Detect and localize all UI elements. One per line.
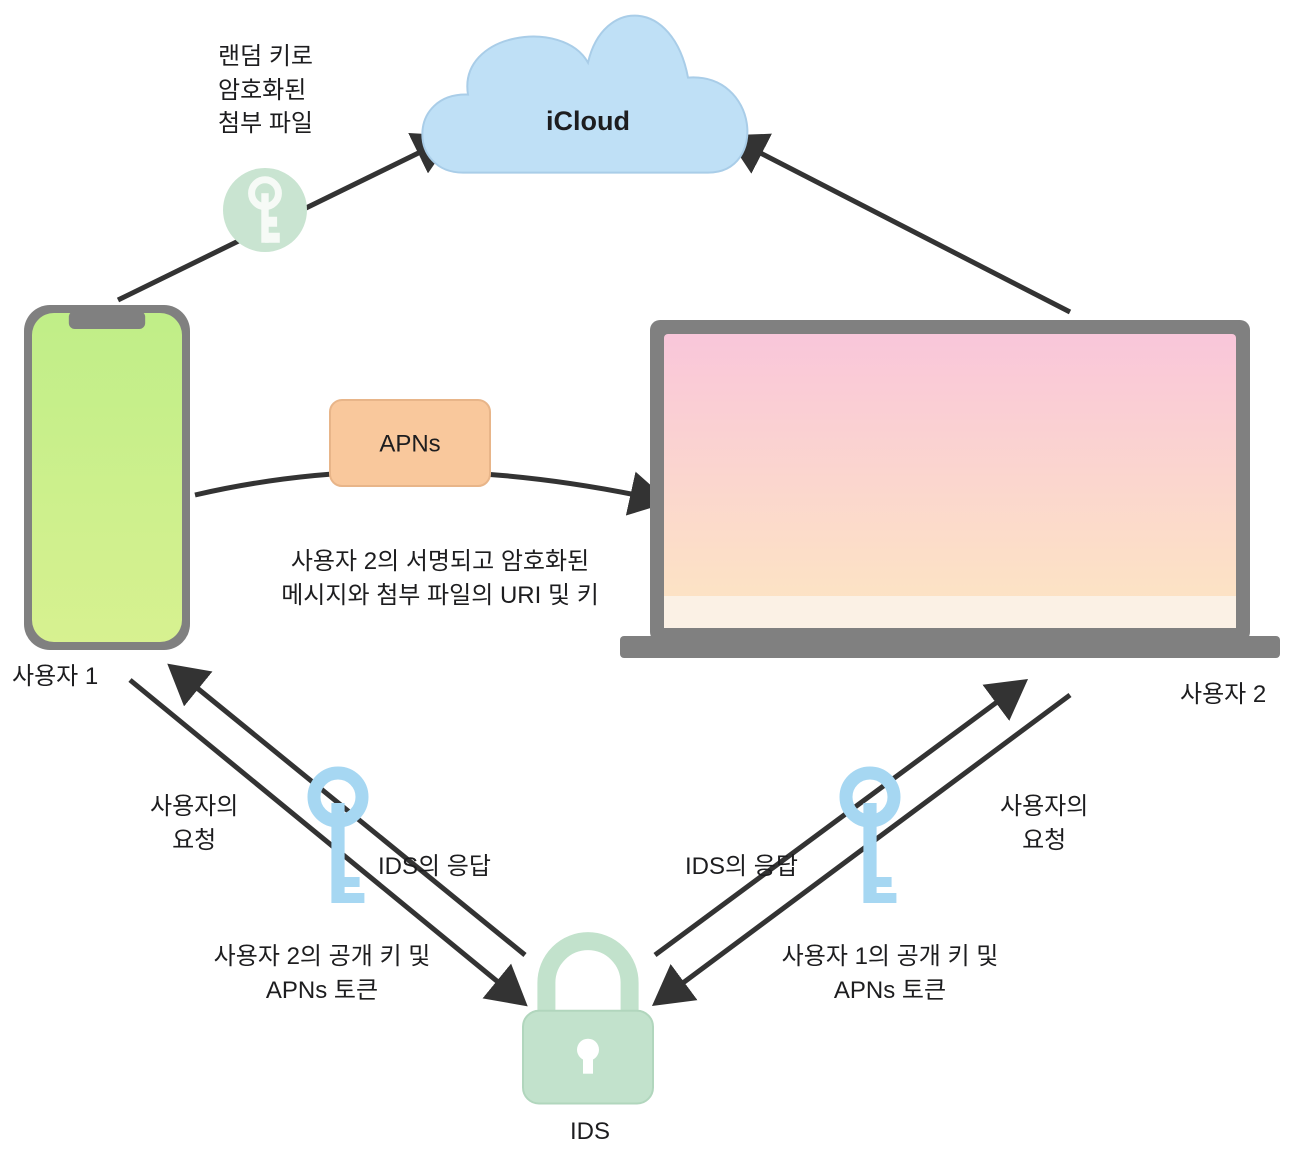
pubkey-right-label: 사용자 1의 공개 키 및APNs 토큰 bbox=[740, 940, 1040, 1007]
user2-label: 사용자 2 bbox=[1180, 678, 1266, 712]
ids-label: IDS bbox=[570, 1115, 610, 1149]
attachment-note: 랜덤 키로암호화된첨부 파일 bbox=[218, 40, 313, 141]
icloud-node: iCloud bbox=[422, 16, 747, 173]
response-left-label: IDS의 응답 bbox=[378, 850, 491, 884]
apns-label: APNs bbox=[379, 430, 440, 457]
icloud-label: iCloud bbox=[546, 106, 630, 136]
apns-node: APNs bbox=[330, 400, 490, 486]
request-right-label: 사용자의요청 bbox=[1000, 790, 1088, 857]
ids-lock-icon bbox=[523, 941, 653, 1103]
user1-phone bbox=[24, 305, 190, 650]
diagram-stage: iCloud APNs bbox=[0, 0, 1295, 1157]
apns-note: 사용자 2의 서명되고 암호화된메시지와 첨부 파일의 URI 및 키 bbox=[260, 545, 620, 612]
arrow-laptop-to-cloud bbox=[735, 140, 1070, 312]
user2-laptop bbox=[620, 320, 1280, 658]
arrow-ids-to-laptop bbox=[655, 685, 1020, 955]
request-left-label: 사용자의요청 bbox=[150, 790, 238, 857]
pubkey-left-label: 사용자 2의 공개 키 및APNs 토큰 bbox=[172, 940, 472, 1007]
user1-label: 사용자 1 bbox=[12, 660, 98, 694]
encrypted-key-icon bbox=[223, 168, 307, 252]
response-right-label: IDS의 응답 bbox=[685, 850, 798, 884]
